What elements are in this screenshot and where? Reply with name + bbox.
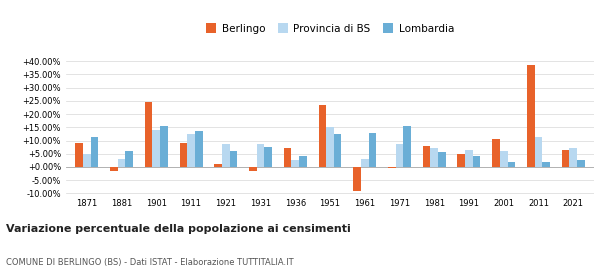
Bar xyxy=(110,167,118,171)
Bar xyxy=(284,148,292,167)
Bar xyxy=(388,167,395,168)
Bar xyxy=(265,147,272,167)
Bar xyxy=(438,152,446,167)
Bar xyxy=(361,159,368,167)
Bar xyxy=(152,130,160,167)
Bar xyxy=(492,139,500,167)
Bar xyxy=(222,144,230,167)
Bar xyxy=(353,167,361,191)
Bar xyxy=(368,133,376,167)
Bar xyxy=(230,151,237,167)
Bar xyxy=(292,160,299,167)
Bar xyxy=(508,162,515,167)
Bar xyxy=(562,150,569,167)
Bar xyxy=(423,146,430,167)
Bar xyxy=(179,143,187,167)
Bar xyxy=(465,150,473,167)
Bar xyxy=(299,156,307,167)
Bar xyxy=(403,126,411,167)
Bar xyxy=(214,164,222,167)
Bar xyxy=(395,144,403,167)
Bar xyxy=(527,65,535,167)
Bar xyxy=(577,160,584,167)
Bar xyxy=(145,102,152,167)
Bar xyxy=(257,144,265,167)
Bar xyxy=(473,156,481,167)
Bar xyxy=(569,148,577,167)
Bar xyxy=(195,131,203,167)
Bar xyxy=(160,126,168,167)
Bar xyxy=(187,134,195,167)
Bar xyxy=(500,151,508,167)
Bar xyxy=(535,137,542,167)
Bar xyxy=(249,167,257,171)
Text: Variazione percentuale della popolazione ai censimenti: Variazione percentuale della popolazione… xyxy=(6,224,351,234)
Bar xyxy=(319,105,326,167)
Bar xyxy=(334,134,341,167)
Bar xyxy=(430,148,438,167)
Bar xyxy=(76,143,83,167)
Bar xyxy=(83,154,91,167)
Bar xyxy=(542,162,550,167)
Bar xyxy=(91,137,98,167)
Bar xyxy=(118,159,125,167)
Bar xyxy=(457,154,465,167)
Text: COMUNE DI BERLINGO (BS) - Dati ISTAT - Elaborazione TUTTITALIA.IT: COMUNE DI BERLINGO (BS) - Dati ISTAT - E… xyxy=(6,258,293,267)
Bar xyxy=(326,127,334,167)
Bar xyxy=(125,151,133,167)
Legend: Berlingo, Provincia di BS, Lombardia: Berlingo, Provincia di BS, Lombardia xyxy=(202,19,458,38)
